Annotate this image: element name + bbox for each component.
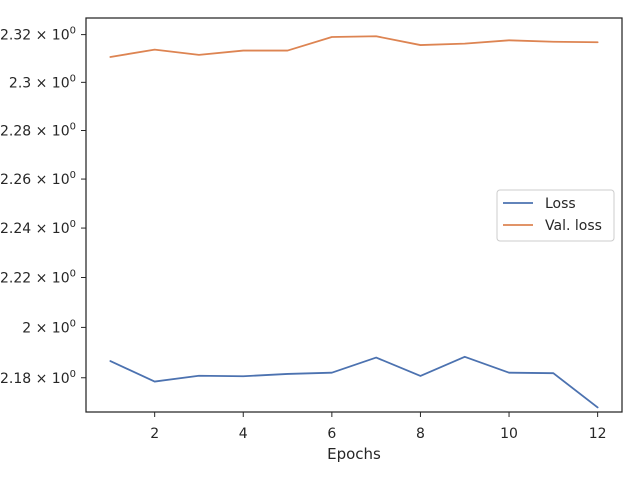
y-tick-label: 2 × 100: [22, 318, 76, 336]
y-tick-label: 2.24 × 100: [0, 219, 76, 237]
x-tick-label: 12: [589, 426, 607, 442]
x-tick-label: 8: [416, 426, 425, 442]
legend-label-val-loss: Val. loss: [545, 218, 602, 234]
x-tick-label: 10: [500, 426, 518, 442]
x-tick-label: 4: [239, 426, 248, 442]
plot-frame: [85, 17, 623, 413]
x-axis-title: Epochs: [327, 445, 381, 463]
series-lines: [109, 35, 599, 409]
y-tick-label: 2.22 × 100: [0, 269, 76, 287]
legend-label-loss: Loss: [545, 196, 576, 212]
x-axis-ticks: 2 4 6 8 10 12: [150, 412, 607, 442]
y-tick-label: 2.32 × 100: [0, 26, 76, 44]
series-line-loss: [109, 355, 599, 409]
y-tick-label: 2.26 × 100: [0, 170, 76, 188]
y-tick-label: 2.18 × 100: [0, 369, 76, 387]
x-tick-label: 2: [150, 426, 159, 442]
series-line-val-loss: [109, 35, 599, 58]
y-tick-label: 2.28 × 100: [0, 121, 76, 139]
y-tick-label: 2.3 × 100: [9, 73, 76, 91]
y-axis-ticks: 2.18 × 100 2 × 100 2.22 × 100 2.24 × 100 2.2…: [0, 26, 86, 387]
legend: Loss Val. loss: [496, 189, 615, 242]
x-tick-label: 6: [327, 426, 336, 442]
